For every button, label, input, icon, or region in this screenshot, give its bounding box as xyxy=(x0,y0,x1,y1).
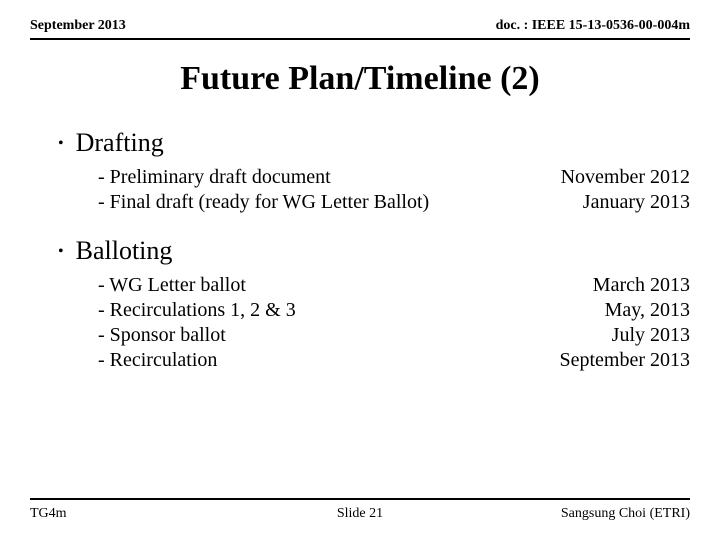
section-items: - Preliminary draft document November 20… xyxy=(58,166,690,214)
section-heading-text: Drafting xyxy=(76,128,164,158)
section-balloting: • Balloting - WG Letter ballot March 201… xyxy=(30,236,690,372)
item-date: March 2013 xyxy=(573,274,690,297)
item-label: - Sponsor ballot xyxy=(98,324,592,347)
section-heading: • Balloting xyxy=(58,236,690,266)
slide-header: September 2013 doc. : IEEE 15-13-0536-00… xyxy=(30,18,690,40)
item-row: - Recirculations 1, 2 & 3 May, 2013 xyxy=(98,299,690,322)
item-date: May, 2013 xyxy=(585,299,690,322)
section-heading: • Drafting xyxy=(58,128,690,158)
footer-slide-number: Slide 21 xyxy=(337,506,383,522)
section-items: - WG Letter ballot March 2013 - Recircul… xyxy=(58,274,690,372)
slide-footer: TG4m Slide 21 Sangsung Choi (ETRI) xyxy=(30,498,690,522)
item-row: - Final draft (ready for WG Letter Ballo… xyxy=(98,191,690,214)
item-date: January 2013 xyxy=(563,191,690,214)
item-date: September 2013 xyxy=(539,349,690,372)
item-row: - Recirculation September 2013 xyxy=(98,349,690,372)
item-label: - Final draft (ready for WG Letter Ballo… xyxy=(98,191,563,214)
footer-group: TG4m xyxy=(30,506,67,522)
item-label: - Recirculations 1, 2 & 3 xyxy=(98,299,585,322)
bullet-icon: • xyxy=(58,135,64,153)
item-row: - Sponsor ballot July 2013 xyxy=(98,324,690,347)
item-label: - WG Letter ballot xyxy=(98,274,573,297)
item-label: - Recirculation xyxy=(98,349,539,372)
header-doc-id: doc. : IEEE 15-13-0536-00-004m xyxy=(496,18,690,34)
header-date: September 2013 xyxy=(30,18,126,34)
section-drafting: • Drafting - Preliminary draft document … xyxy=(30,128,690,214)
item-row: - Preliminary draft document November 20… xyxy=(98,166,690,189)
item-date: July 2013 xyxy=(592,324,690,347)
section-heading-text: Balloting xyxy=(76,236,173,266)
bullet-icon: • xyxy=(58,243,64,261)
item-label: - Preliminary draft document xyxy=(98,166,541,189)
slide-title: Future Plan/Timeline (2) xyxy=(30,60,690,98)
item-date: November 2012 xyxy=(541,166,690,189)
footer-author: Sangsung Choi (ETRI) xyxy=(561,506,690,522)
item-row: - WG Letter ballot March 2013 xyxy=(98,274,690,297)
